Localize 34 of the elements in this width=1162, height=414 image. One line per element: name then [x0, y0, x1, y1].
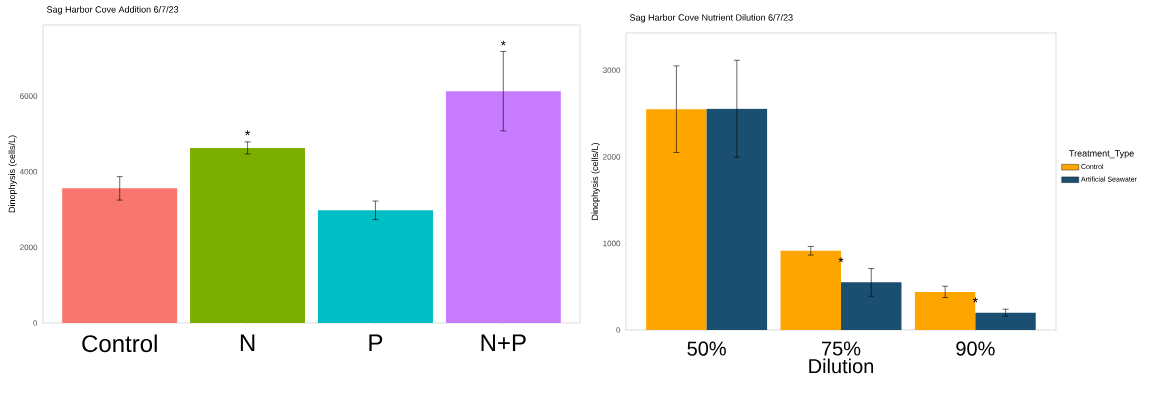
annotation: *: [500, 40, 506, 46]
y-tick-label: 2000: [603, 153, 621, 160]
y-tick-label: 3000: [602, 67, 621, 74]
y-tick-label: 6000: [20, 93, 38, 99]
y-axis-title: Dinophysis (cells/L): [8, 135, 17, 213]
x-tick-label: N: [240, 334, 255, 352]
bar: [62, 188, 178, 323]
x-tick-label: N+P: [481, 334, 526, 352]
bar: [317, 210, 433, 323]
y-tick-label: 1000: [603, 240, 621, 247]
y-tick-label: 0: [616, 327, 621, 333]
bar: [445, 91, 561, 323]
chart-title: Sag Harbor Cove Nutrient Dilution 6/7/23: [629, 14, 793, 23]
annotation: *: [972, 297, 978, 303]
bar: [914, 291, 976, 330]
bar: [646, 109, 707, 330]
y-tick-label: 0: [33, 320, 38, 326]
x-tick-label: 50%: [687, 341, 726, 356]
x-tick-label: P: [369, 334, 383, 352]
x-tick-label: Control: [82, 334, 157, 353]
annotation: *: [838, 257, 844, 263]
bar: [190, 147, 306, 323]
y-tick-label: 2000: [20, 244, 38, 251]
x-tick-label: 75%: [822, 341, 861, 356]
annotation: *: [245, 130, 251, 136]
bar: [975, 312, 1036, 330]
y-axis-title: Dinophysis (cells/L): [591, 143, 600, 220]
bar: [706, 108, 768, 330]
y-tick-label: 4000: [19, 168, 38, 175]
x-tick-label: 90%: [956, 341, 995, 356]
bar: [841, 282, 902, 330]
chart-title: Sag Harbor Cove Addition 6/7/23: [46, 6, 179, 15]
x-axis-title: Dilution: [809, 358, 874, 374]
legend-title: Treatment_Type: [1069, 150, 1134, 159]
